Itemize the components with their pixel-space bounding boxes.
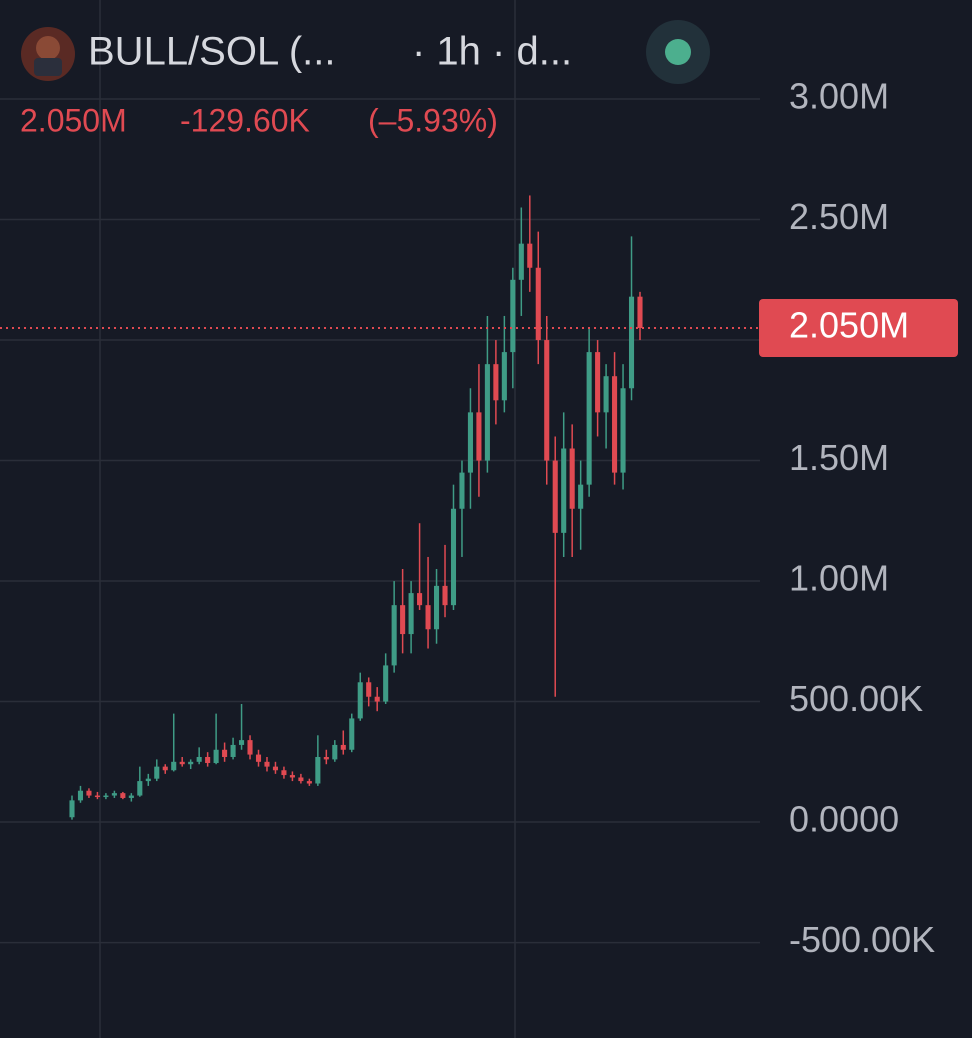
candle-body (145, 778, 151, 782)
token-icon-detail (34, 58, 62, 76)
candle-body (137, 781, 143, 796)
candle-body (128, 795, 134, 798)
candle-body (518, 243, 524, 280)
candle-body (501, 352, 507, 401)
header: BULL/SOL (... · 1h · d... 2.050M -129.60… (20, 20, 710, 138)
interval: · 1h · d... (412, 30, 572, 74)
candle-body (281, 770, 287, 776)
candle-body (442, 585, 448, 606)
candle-body (230, 744, 236, 757)
candle-body (366, 682, 372, 697)
y-tick-label: 1.50M (789, 437, 889, 478)
candle-body (476, 412, 482, 461)
candle-body (561, 448, 567, 533)
candle-body (332, 744, 338, 760)
candle-body (391, 605, 397, 666)
candle-body (484, 364, 490, 461)
candle-body (77, 790, 84, 801)
candle-body (637, 296, 643, 329)
candle-body (103, 795, 109, 798)
y-tick-label: 0.0000 (789, 799, 899, 840)
candle-body (154, 766, 160, 779)
candle-body (162, 766, 168, 771)
candle-body (171, 761, 177, 771)
last-price-box (759, 299, 958, 358)
candle-body (433, 585, 440, 630)
candle-body (179, 761, 185, 765)
candle-body (289, 775, 295, 778)
y-tick-label: 2.50M (789, 196, 889, 237)
candle-body (425, 605, 431, 630)
candle-body (612, 376, 618, 473)
candle-body (357, 682, 363, 719)
price-change: -129.60K (180, 102, 310, 138)
price-change-pct: (–5.93%) (368, 102, 498, 138)
candle-body (306, 781, 312, 784)
candle-body (450, 508, 457, 606)
candle-body (205, 756, 211, 764)
candle-body (552, 460, 558, 533)
last-price: 2.050M (20, 102, 127, 138)
candle-body (213, 749, 219, 764)
candle-body (578, 484, 584, 509)
y-axis: 3.00M2.50M2.00M1.50M1.00M500.00K0.0000-5… (0, 76, 958, 960)
candle-body (620, 388, 626, 473)
candle-body (603, 376, 609, 413)
candle-body (222, 749, 228, 757)
candle-body (374, 696, 380, 702)
candle-body (255, 754, 262, 762)
candle-body (340, 744, 346, 750)
candle-body (569, 448, 575, 509)
candle-body (272, 766, 279, 771)
candle-body (535, 267, 541, 341)
candle-body (188, 761, 194, 765)
candle-body (459, 472, 465, 509)
candle-body (628, 296, 635, 389)
candle-body (527, 243, 533, 268)
candle-body (264, 761, 270, 767)
candle-body (467, 412, 473, 473)
candle-body (400, 605, 406, 635)
candle-body (86, 790, 92, 796)
status-dot (665, 39, 691, 65)
y-tick-label: 3.00M (789, 76, 889, 117)
candle-body (69, 800, 75, 818)
candle-body (349, 718, 355, 750)
candles (69, 195, 643, 820)
token-icon-detail (36, 36, 60, 60)
candle-body (595, 352, 601, 413)
candle-body (315, 756, 321, 784)
candle-body (120, 793, 126, 798)
y-tick-label: -500.00K (789, 919, 935, 960)
candle-body (586, 352, 592, 485)
candle-body (510, 279, 516, 353)
y-tick-label: 1.00M (789, 558, 889, 599)
grid (0, 98, 760, 944)
candle-body (196, 756, 202, 762)
candle-body (417, 593, 423, 606)
pair-title: BULL/SOL (... (88, 30, 336, 74)
candle-body (111, 793, 117, 796)
candle-body (298, 777, 304, 782)
candle-body (408, 593, 414, 635)
y-tick-label: 500.00K (789, 678, 923, 719)
candle-body (383, 665, 389, 702)
candle-body (493, 364, 499, 401)
candle-body (544, 340, 550, 461)
candle-body (323, 756, 329, 760)
candle-body (94, 795, 100, 798)
candle-body (247, 740, 253, 755)
last-price-label: 2.050M (789, 305, 909, 346)
candle-body (239, 740, 245, 745)
